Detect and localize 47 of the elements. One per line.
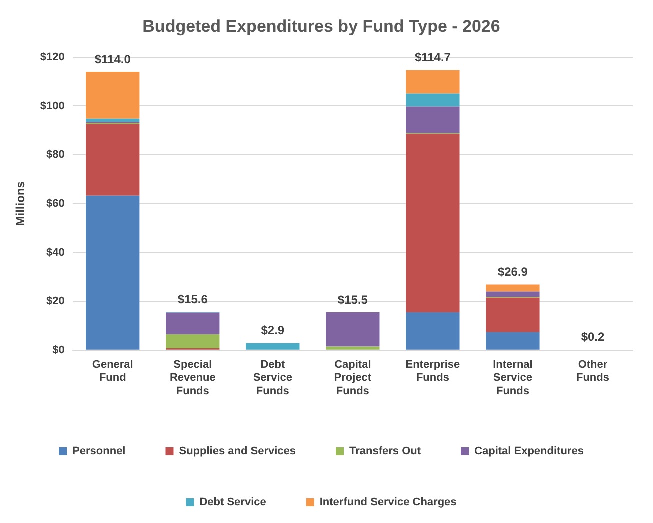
x-tick-label: Capital Project Funds — [334, 359, 372, 398]
legend-label: Debt Service — [200, 496, 266, 509]
bar — [486, 298, 540, 332]
x-tick-label: Debt Service Funds — [253, 359, 292, 398]
y-tick-label: $80 — [46, 149, 65, 162]
y-tick-label: $20 — [46, 296, 65, 308]
total-label: $15.6 — [178, 292, 208, 307]
bar — [326, 312, 380, 347]
legend-label: Capital Expenditures — [474, 446, 584, 458]
y-tick-label: $120 — [40, 51, 65, 64]
legend-label: Interfund Service Charges — [320, 496, 457, 509]
bar — [406, 70, 460, 94]
y-tick-label: $60 — [46, 198, 65, 210]
y-tick-label: $40 — [46, 246, 65, 259]
total-label: $114.0 — [94, 52, 132, 66]
total-label: $26.9 — [498, 265, 528, 280]
total-label: $15.5 — [338, 292, 368, 307]
bar — [486, 332, 540, 350]
bar — [86, 72, 140, 119]
legend-label: Personnel — [72, 446, 126, 458]
x-tick-label: Internal Service Funds — [493, 359, 533, 398]
bar — [406, 134, 460, 313]
bar — [86, 124, 140, 196]
bar — [166, 312, 220, 335]
bar — [86, 118, 140, 122]
y-axis-title: Millions — [14, 181, 28, 226]
x-tick-label: Enterprise Funds — [406, 359, 460, 384]
chart-title: Budgeted Expenditures by Fund Type - 2026 — [142, 16, 500, 36]
total-label: $2.9 — [261, 324, 285, 338]
bar — [406, 94, 460, 107]
bar — [406, 106, 460, 134]
bar — [486, 292, 540, 298]
bar — [166, 334, 220, 348]
y-tick-label: $100 — [40, 100, 65, 112]
bar — [86, 196, 140, 350]
x-tick-label: Special Revenue Funds — [170, 359, 216, 398]
bar — [326, 346, 380, 350]
bar — [486, 284, 540, 292]
total-label: $0.2 — [581, 330, 605, 344]
legend-label: Transfers Out — [350, 446, 422, 458]
x-tick-label: Other Funds — [576, 359, 610, 384]
legend-label: Supplies and Services — [179, 446, 296, 458]
bar — [406, 312, 460, 350]
x-tick-label: General Fund — [92, 359, 134, 384]
total-label: $114.7 — [414, 50, 452, 65]
y-tick-label: $0 — [52, 344, 65, 356]
bar — [246, 343, 300, 350]
